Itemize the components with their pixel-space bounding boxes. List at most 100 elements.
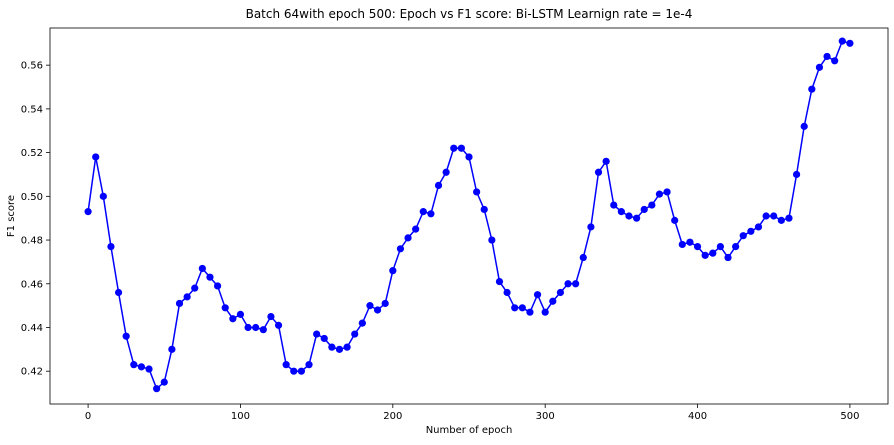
data-point <box>404 234 412 242</box>
data-point <box>335 345 344 353</box>
data-point <box>175 299 184 308</box>
data-point <box>785 214 793 222</box>
chart-title: Batch 64with epoch 500: Epoch vs F1 scor… <box>246 7 693 21</box>
data-point <box>244 323 252 332</box>
data-point <box>579 253 587 262</box>
data-point <box>320 334 328 343</box>
data-point <box>808 85 816 93</box>
data-point <box>114 288 123 297</box>
data-point <box>366 302 374 310</box>
data-point <box>602 157 610 165</box>
x-tick-label: 500 <box>840 411 859 422</box>
data-point <box>640 205 648 214</box>
data-point <box>465 153 473 161</box>
data-point <box>427 210 435 218</box>
data-point <box>732 243 740 251</box>
data-point <box>84 208 92 216</box>
data-point <box>381 299 389 308</box>
data-point <box>99 192 107 200</box>
data-point <box>610 201 618 209</box>
data-point <box>297 367 305 375</box>
data-point <box>693 243 702 251</box>
data-point <box>747 227 755 235</box>
data-point <box>274 321 283 329</box>
data-point <box>800 122 808 130</box>
data-point <box>267 312 275 321</box>
data-point <box>655 190 664 198</box>
plot-frame <box>49 27 889 405</box>
data-point <box>191 284 199 292</box>
x-axis: 0 100 200 300 400 500 <box>85 404 859 422</box>
data-point <box>328 343 336 351</box>
y-tick-label: 0.48 <box>21 236 43 247</box>
data-point <box>305 361 313 369</box>
y-tick-label: 0.52 <box>21 148 43 159</box>
data-point <box>450 144 458 152</box>
data-point <box>739 232 747 240</box>
data-point <box>183 293 191 301</box>
y-tick-label: 0.54 <box>21 104 43 115</box>
data-point <box>358 319 366 327</box>
data-point <box>259 326 267 334</box>
data-point <box>762 212 770 220</box>
y-axis: 0.42 0.44 0.46 0.48 0.50 0.52 0.54 0.56 <box>21 61 50 378</box>
data-point <box>290 367 298 375</box>
data-point <box>198 264 206 273</box>
data-point <box>724 253 732 262</box>
x-tick-label: 300 <box>536 411 555 422</box>
data-point <box>282 361 290 369</box>
data-point <box>412 225 420 233</box>
data-point <box>831 57 839 65</box>
data-point <box>511 304 519 312</box>
data-point <box>663 188 671 196</box>
data-point <box>389 267 397 275</box>
y-tick-label: 0.42 <box>21 367 43 378</box>
y-tick-label: 0.56 <box>21 61 43 72</box>
data-point <box>160 378 168 386</box>
series-points <box>84 37 854 393</box>
data-point <box>678 240 686 249</box>
data-point <box>526 308 534 316</box>
data-point <box>594 168 603 176</box>
data-point <box>716 243 725 251</box>
data-point <box>137 363 146 371</box>
data-point <box>564 280 572 288</box>
data-point <box>480 205 488 214</box>
data-point <box>846 39 854 47</box>
data-point <box>701 251 709 259</box>
data-point <box>252 323 260 332</box>
data-point <box>572 280 580 288</box>
data-point <box>473 188 481 196</box>
data-point <box>351 330 359 338</box>
data-point <box>343 343 351 351</box>
data-point <box>488 236 496 244</box>
data-point <box>153 385 161 393</box>
x-tick-label: 400 <box>688 411 707 422</box>
data-point <box>533 291 542 299</box>
data-point <box>145 365 153 373</box>
data-point <box>549 297 557 305</box>
data-point <box>229 315 237 323</box>
data-point <box>236 310 245 318</box>
data-point <box>495 277 504 286</box>
data-point <box>214 282 222 290</box>
x-tick-label: 0 <box>85 411 91 422</box>
data-point <box>122 332 130 340</box>
data-point <box>792 170 801 179</box>
data-point <box>419 208 427 216</box>
y-tick-label: 0.46 <box>21 279 43 290</box>
data-point <box>777 216 785 224</box>
x-axis-label: Number of epoch <box>426 425 513 436</box>
y-tick-label: 0.50 <box>21 192 43 203</box>
data-point <box>313 330 321 338</box>
y-tick-label: 0.44 <box>21 323 43 334</box>
data-point <box>838 37 846 45</box>
data-point <box>671 216 679 224</box>
data-point <box>434 181 443 189</box>
data-point <box>709 249 717 257</box>
x-tick-label: 200 <box>383 411 402 422</box>
data-point <box>815 63 824 71</box>
data-point <box>518 304 526 312</box>
